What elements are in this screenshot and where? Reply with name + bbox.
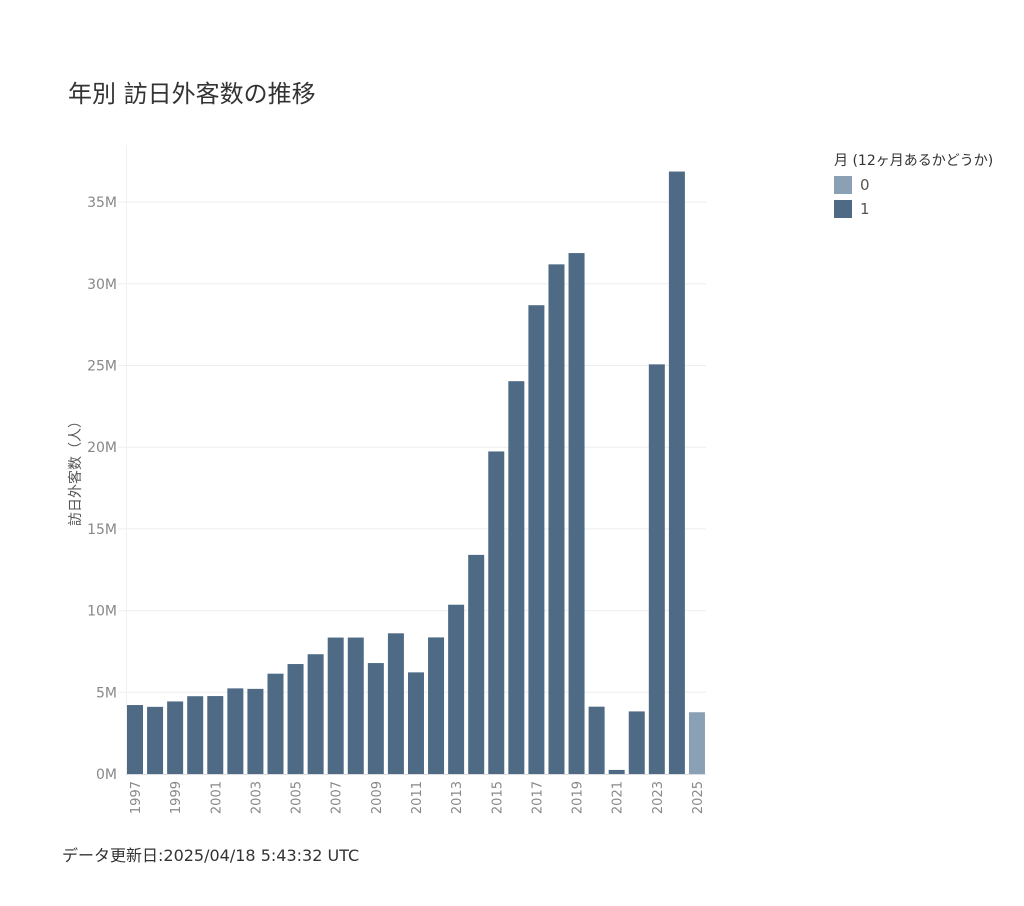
- y-tick-label: 30M: [87, 277, 117, 293]
- legend-swatch-1: [834, 200, 852, 218]
- x-tick-label: 2009: [370, 781, 385, 814]
- bar-2007[interactable]: [327, 637, 344, 774]
- bar-2010[interactable]: [387, 633, 404, 774]
- x-tick-label: 2015: [490, 781, 505, 814]
- legend-item-0[interactable]: 0: [834, 176, 993, 194]
- bar-2009[interactable]: [367, 663, 384, 774]
- y-tick-label: 20M: [87, 440, 117, 456]
- legend-swatch-0: [834, 176, 852, 194]
- legend-label-1: 1: [860, 200, 870, 218]
- x-tick-label: 2013: [450, 781, 465, 814]
- x-tick-label: 2001: [209, 781, 224, 814]
- bar-1997[interactable]: [127, 705, 143, 774]
- data-updated-timestamp: データ更新日:2025/04/18 5:43:32 UTC: [62, 846, 360, 865]
- bar-2022[interactable]: [628, 711, 645, 774]
- x-tick-label: 2019: [571, 781, 586, 814]
- x-tick-label: 1999: [169, 781, 184, 814]
- bar-2012[interactable]: [428, 637, 445, 774]
- x-tick-label: 2021: [611, 781, 626, 814]
- bar-2014[interactable]: [468, 554, 485, 774]
- x-tick-label: 2007: [330, 781, 345, 814]
- bar-2016[interactable]: [508, 381, 525, 774]
- y-tick-label: 35M: [87, 195, 117, 211]
- x-tick-label: 2025: [691, 781, 706, 814]
- legend-label-0: 0: [860, 176, 870, 194]
- x-tick-label: 2005: [290, 781, 305, 814]
- x-tick-label: 2017: [530, 781, 545, 814]
- bar-2024[interactable]: [668, 171, 685, 775]
- bar-1999[interactable]: [167, 701, 184, 774]
- y-tick-label: 25M: [87, 359, 117, 375]
- bar-2000[interactable]: [187, 696, 204, 774]
- x-tick-label: 2011: [410, 781, 425, 814]
- bar-2013[interactable]: [448, 604, 465, 774]
- legend: 月 (12ヶ月あるかどうか) 0 1: [834, 150, 993, 218]
- legend-item-1[interactable]: 1: [834, 200, 993, 218]
- y-tick-label: 15M: [87, 522, 117, 538]
- x-tick-label: 2003: [249, 781, 264, 814]
- y-axis-label: 訪日外客数（人）: [67, 414, 84, 526]
- bar-2005[interactable]: [287, 664, 304, 774]
- y-tick-label: 10M: [87, 604, 117, 620]
- bar-2021[interactable]: [608, 769, 625, 774]
- x-tick-label: 1997: [129, 781, 144, 814]
- chart-title: 年別 訪日外客数の推移: [68, 80, 316, 108]
- bar-2015[interactable]: [488, 451, 505, 774]
- bar-2006[interactable]: [307, 654, 324, 774]
- bar-2001[interactable]: [207, 696, 224, 774]
- bar-2002[interactable]: [227, 688, 244, 774]
- x-tick-label: 2023: [651, 781, 666, 814]
- bar-2020[interactable]: [588, 706, 605, 774]
- y-tick-label: 0M: [96, 767, 117, 783]
- y-tick-label: 5M: [96, 685, 117, 701]
- legend-title: 月 (12ヶ月あるかどうか): [834, 153, 994, 169]
- bar-2018[interactable]: [548, 264, 565, 774]
- bar-2004[interactable]: [267, 673, 284, 774]
- bar-2017[interactable]: [528, 305, 545, 774]
- bar-2008[interactable]: [347, 637, 364, 774]
- bar-2003[interactable]: [247, 688, 264, 774]
- bar-1998[interactable]: [147, 706, 164, 774]
- bar-2019[interactable]: [568, 253, 585, 774]
- bar-2023[interactable]: [648, 364, 665, 774]
- bar-2011[interactable]: [407, 672, 424, 774]
- bar-2025[interactable]: [688, 712, 705, 774]
